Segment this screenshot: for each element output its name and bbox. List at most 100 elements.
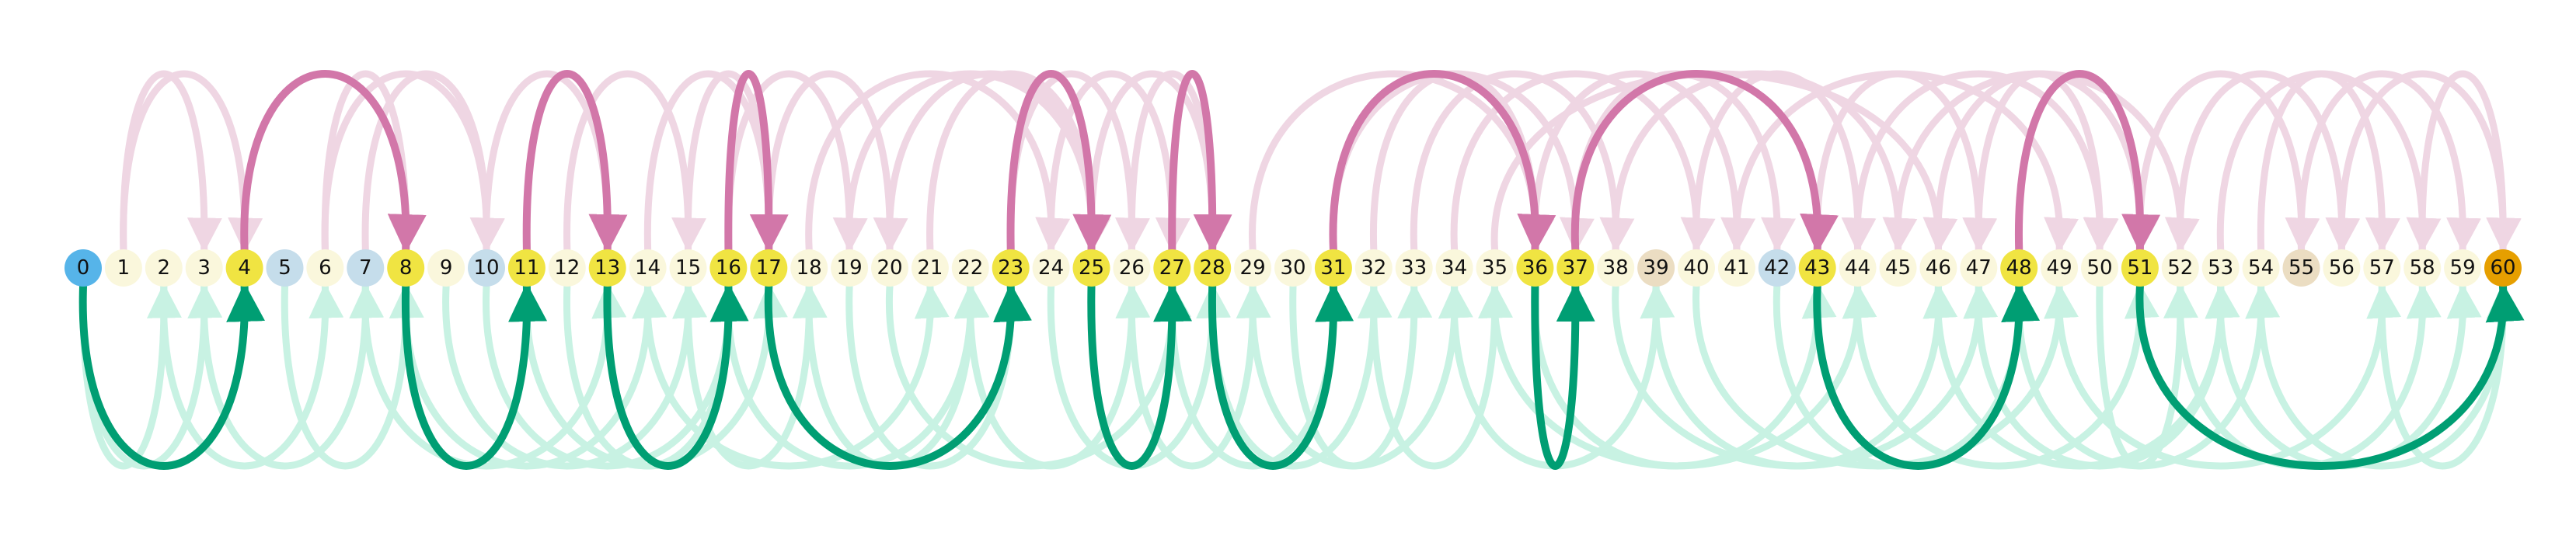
node-8: 8 — [387, 249, 425, 287]
node-30: 30 — [1274, 249, 1312, 287]
node-51: 51 — [2121, 249, 2159, 287]
node-circle — [1516, 249, 1554, 287]
faded-edge-below-0-2 — [79, 283, 182, 470]
node-circle — [1032, 249, 1070, 287]
node-circle — [1274, 249, 1312, 287]
node-circle — [629, 249, 667, 287]
node-circle — [1839, 249, 1877, 287]
node-circle — [2041, 249, 2079, 287]
node-41: 41 — [1717, 249, 1755, 287]
node-42: 42 — [1758, 249, 1796, 287]
node-25: 25 — [1072, 249, 1110, 287]
faded-edge-above-55-59 — [2297, 70, 2481, 253]
faded-edge-above-1-3 — [120, 70, 222, 253]
node-label: 49 — [2047, 256, 2072, 280]
faded-edge-below-49-57 — [2055, 283, 2402, 470]
path-edge-above-31-36 — [1329, 70, 1556, 253]
path-edge-above-4-8 — [240, 70, 427, 253]
node-39: 39 — [1637, 249, 1675, 287]
node-36: 36 — [1516, 249, 1554, 287]
path-edge-above-11-13 — [522, 70, 628, 253]
node-37: 37 — [1556, 249, 1595, 287]
node-56: 56 — [2323, 249, 2361, 287]
node-label: 30 — [1280, 256, 1305, 280]
node-label: 8 — [399, 256, 413, 280]
node-label: 2 — [158, 256, 171, 280]
node-label: 53 — [2208, 256, 2233, 280]
node-circle — [2363, 249, 2401, 287]
node-label: 9 — [440, 256, 453, 280]
node-circle — [669, 249, 707, 287]
node-circle — [185, 249, 223, 287]
faded-edge-below-9-15 — [442, 283, 707, 470]
node-circle — [790, 249, 828, 287]
faded-edge-below-3-7 — [200, 283, 385, 470]
faded-edge-above-41-49 — [1733, 70, 2079, 253]
node-circle — [104, 249, 142, 287]
node-label: 57 — [2369, 256, 2395, 280]
node-label: 37 — [1563, 256, 1588, 280]
node-48: 48 — [2000, 249, 2038, 287]
node-label: 0 — [77, 256, 90, 280]
faded-edge-below-39-46 — [1652, 283, 1958, 470]
node-circle — [831, 249, 869, 287]
faded-edge-above-34-40 — [1450, 70, 1716, 253]
faded-edge-below-36-43 — [1531, 283, 1837, 470]
faded-edge-above-51-55 — [2136, 70, 2320, 253]
faded-edge-below-7-13 — [361, 283, 627, 470]
node-label: 59 — [2450, 256, 2476, 280]
faded-edge-below-14-21 — [643, 283, 950, 470]
node-32: 32 — [1354, 249, 1393, 287]
node-label: 13 — [594, 256, 620, 280]
node-label: 51 — [2127, 256, 2152, 280]
node-label: 47 — [1966, 256, 1992, 280]
path-edge-above-23-25 — [1006, 70, 1112, 253]
faded-edge-below-57-60 — [2378, 283, 2522, 470]
path-edge-below-51-60 — [2135, 283, 2525, 470]
path-edge-above-16-17 — [724, 70, 789, 253]
node-circle — [2484, 249, 2522, 287]
node-23: 23 — [992, 249, 1030, 287]
faded-edge-above-53-58 — [2216, 70, 2442, 253]
node-6: 6 — [306, 249, 344, 287]
node-circle — [1879, 249, 1917, 287]
node-label: 3 — [197, 256, 211, 280]
node-43: 43 — [1798, 249, 1836, 287]
node-circle — [2161, 249, 2199, 287]
node-33: 33 — [1395, 249, 1433, 287]
node-circle — [427, 249, 465, 287]
node-28: 28 — [1194, 249, 1232, 287]
node-label: 32 — [1361, 256, 1386, 280]
node-57: 57 — [2363, 249, 2401, 287]
faded-edge-below-5-8 — [281, 283, 424, 470]
node-circle — [387, 249, 425, 287]
node-49: 49 — [2041, 249, 2079, 287]
node-47: 47 — [1960, 249, 1998, 287]
node-0: 0 — [64, 249, 102, 287]
node-label: 60 — [2490, 256, 2515, 280]
node-label: 43 — [1804, 256, 1830, 280]
node-circle — [1113, 249, 1151, 287]
path-edge-above-48-51 — [2015, 70, 2161, 253]
faded-edge-below-22-26 — [967, 283, 1151, 470]
node-label: 16 — [716, 256, 741, 280]
node-label: 31 — [1320, 256, 1346, 280]
node-34: 34 — [1435, 249, 1473, 287]
node-label: 17 — [756, 256, 782, 280]
node-circle — [2403, 249, 2442, 287]
node-circle — [1717, 249, 1755, 287]
node-16: 16 — [709, 249, 748, 287]
node-circle — [588, 249, 626, 287]
node-31: 31 — [1314, 249, 1352, 287]
node-label: 5 — [278, 256, 291, 280]
faded-edge-below-29-34 — [1249, 283, 1473, 470]
faded-edge-above-44-50 — [1853, 70, 2119, 253]
node-circle — [1798, 249, 1836, 287]
faded-edges-layer — [79, 70, 2522, 470]
node-circle — [145, 249, 183, 287]
nodes-layer: 0 1 2 3 4 5 6 7 8 9 10 11 12 13 14 15 16 17 18 19 20 21 22 23 24… — [64, 249, 2522, 287]
node-circle — [2323, 249, 2361, 287]
node-13: 13 — [588, 249, 626, 287]
node-circle — [468, 249, 505, 287]
